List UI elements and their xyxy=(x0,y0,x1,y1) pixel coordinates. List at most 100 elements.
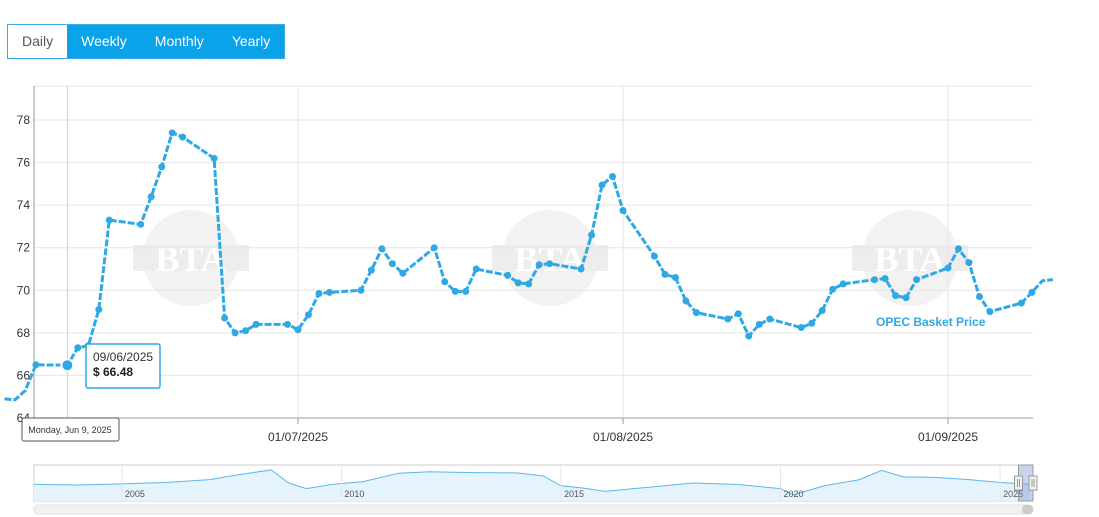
data-point[interactable] xyxy=(32,361,40,369)
data-point[interactable] xyxy=(525,280,533,288)
tooltip-date: 09/06/2025 xyxy=(93,350,153,364)
x-tick-label: 01/08/2025 xyxy=(593,430,653,444)
scrollbar-track[interactable] xyxy=(33,504,1034,515)
data-point[interactable] xyxy=(975,293,983,301)
data-point[interactable] xyxy=(1017,299,1025,307)
data-point[interactable] xyxy=(147,193,155,201)
data-point[interactable] xyxy=(734,310,742,318)
data-point[interactable] xyxy=(986,308,994,316)
navigator-right-handle[interactable] xyxy=(1028,475,1038,491)
watermark-text: BTA xyxy=(514,239,585,279)
data-point[interactable] xyxy=(577,265,585,273)
yearly-button[interactable]: Yearly xyxy=(217,25,285,58)
navigator-tick-label: 2020 xyxy=(784,489,804,499)
data-point[interactable] xyxy=(829,285,837,293)
x-tick-label: 01/07/2025 xyxy=(268,430,328,444)
data-point[interactable] xyxy=(619,207,627,214)
data-point[interactable] xyxy=(315,290,323,297)
data-point[interactable] xyxy=(609,172,617,180)
data-point[interactable] xyxy=(598,181,606,189)
navigator[interactable]: 2005 2010 2015 2020 2025 xyxy=(33,464,1038,515)
data-point[interactable] xyxy=(766,315,774,323)
hover-point xyxy=(60,358,75,373)
watermark-1: BTA xyxy=(133,210,249,306)
data-point[interactable] xyxy=(441,278,449,286)
x-axis-ticks: 01/07/2025 01/08/2025 01/09/2025 xyxy=(268,418,978,444)
data-point[interactable] xyxy=(661,270,669,278)
opec-price-series[interactable] xyxy=(4,129,1053,402)
data-point[interactable] xyxy=(818,307,826,315)
data-point[interactable] xyxy=(179,133,187,141)
navigator-tick-label: 2025 xyxy=(1003,489,1023,499)
y-tick-label: 78 xyxy=(17,113,31,127)
data-point[interactable] xyxy=(535,261,543,269)
data-point[interactable] xyxy=(671,274,679,282)
data-point[interactable] xyxy=(357,286,365,294)
data-point[interactable] xyxy=(451,287,459,295)
data-point[interactable] xyxy=(378,245,386,253)
y-tick-label: 68 xyxy=(17,326,31,340)
y-tick-label: 70 xyxy=(17,283,31,297)
weekly-button[interactable]: Weekly xyxy=(67,25,141,58)
data-point[interactable] xyxy=(745,332,753,340)
data-point[interactable] xyxy=(871,276,879,284)
data-point[interactable] xyxy=(325,288,333,296)
data-point[interactable] xyxy=(682,297,690,305)
data-point[interactable] xyxy=(514,279,522,287)
data-point[interactable] xyxy=(252,320,260,328)
navigator-left-handle[interactable] xyxy=(1014,475,1024,491)
data-point[interactable] xyxy=(1028,288,1036,296)
monthly-button[interactable]: Monthly xyxy=(140,25,218,58)
data-point[interactable] xyxy=(650,252,658,260)
series-name-label: OPEC Basket Price xyxy=(876,315,986,329)
data-point[interactable] xyxy=(168,129,176,137)
data-point[interactable] xyxy=(944,264,952,272)
daily-button[interactable]: Daily xyxy=(8,25,68,58)
data-point[interactable] xyxy=(304,311,312,319)
data-point[interactable] xyxy=(724,315,732,323)
watermark-3: BTA xyxy=(852,210,968,306)
navigator-tick-label: 2005 xyxy=(125,489,145,499)
data-point[interactable] xyxy=(965,259,973,267)
data-point[interactable] xyxy=(588,231,596,239)
y-tick-label: 76 xyxy=(17,156,31,170)
data-point[interactable] xyxy=(472,265,480,273)
data-point[interactable] xyxy=(137,220,145,228)
data-point[interactable] xyxy=(242,327,250,335)
data-point[interactable] xyxy=(954,245,962,253)
data-point[interactable] xyxy=(158,163,166,171)
data-point[interactable] xyxy=(808,319,816,327)
data-point[interactable] xyxy=(210,154,218,162)
data-point[interactable] xyxy=(231,329,239,337)
scrollbar-thumb[interactable] xyxy=(1022,505,1033,514)
data-point[interactable] xyxy=(892,292,900,300)
data-point[interactable] xyxy=(504,271,512,279)
data-point[interactable] xyxy=(692,309,700,317)
data-point[interactable] xyxy=(839,280,847,288)
navigator-area xyxy=(34,469,1031,501)
data-point[interactable] xyxy=(95,305,103,313)
x-tick-label: 01/09/2025 xyxy=(918,430,978,444)
watermarks: BTA BTA BTA xyxy=(133,210,968,306)
data-point[interactable] xyxy=(367,266,375,274)
data-point[interactable] xyxy=(105,216,113,224)
data-point[interactable] xyxy=(388,260,396,268)
data-point[interactable] xyxy=(902,294,910,302)
data-point[interactable] xyxy=(546,260,554,268)
watermark-text: BTA xyxy=(155,239,226,279)
data-point[interactable] xyxy=(284,320,292,328)
data-point[interactable] xyxy=(462,287,470,295)
data-point[interactable] xyxy=(74,344,82,352)
navigator-tick-label: 2015 xyxy=(564,489,584,499)
data-point[interactable] xyxy=(881,275,889,283)
data-point[interactable] xyxy=(797,324,805,332)
data-point[interactable] xyxy=(294,326,302,334)
y-axis-ticks: 6466687072747678 xyxy=(17,113,31,425)
period-selector: Daily Weekly Monthly Yearly xyxy=(7,24,286,59)
data-point[interactable] xyxy=(913,276,921,284)
navigator-tick-label: 2010 xyxy=(344,489,364,499)
data-point[interactable] xyxy=(221,314,229,322)
data-point[interactable] xyxy=(430,244,438,252)
data-point[interactable] xyxy=(755,320,763,328)
data-point[interactable] xyxy=(399,269,407,277)
